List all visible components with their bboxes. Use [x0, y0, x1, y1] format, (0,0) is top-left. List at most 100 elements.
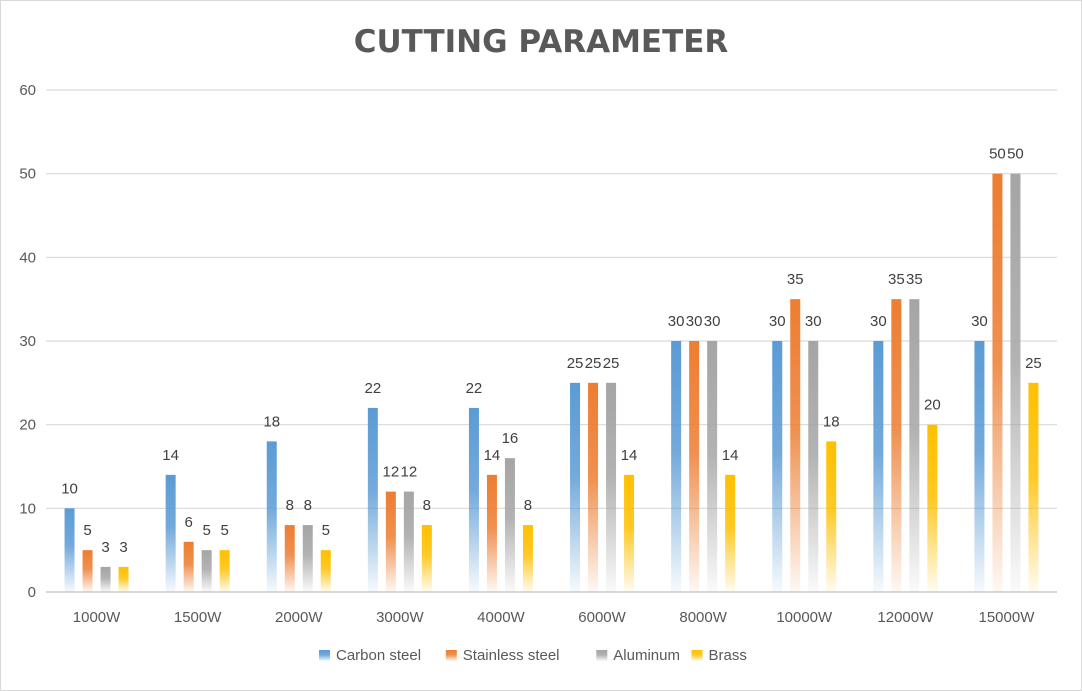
data-label-brass-1500w: 5: [220, 522, 228, 539]
data-label-carbon-steel-2000w: 18: [263, 413, 280, 430]
bar-brass-6000w: [624, 474, 635, 592]
data-label-aluminum-4000w: 16: [502, 430, 519, 447]
x-axis-ticks: 1000W 1500W 2000W 3000W 4000W 6000W 8000W 10000…: [73, 609, 1035, 626]
bar-stainless-steel-3000w: [385, 491, 396, 592]
bar-carbon-steel-1000w: [64, 508, 75, 592]
legend-swatch-carbon-steel: [319, 650, 330, 661]
data-label-stainless-steel-1500w: 6: [184, 514, 192, 531]
data-label-stainless-steel-12000w: 35: [888, 271, 905, 288]
data-label-aluminum-15000w: 50: [1007, 146, 1024, 163]
data-label-stainless-steel-3000w: 12: [383, 464, 400, 481]
bar-carbon-steel-10000w: [772, 341, 783, 592]
bar-aluminum-2000w: [302, 525, 313, 592]
bar-aluminum-6000w: [606, 382, 617, 592]
x-tick-label: 3000W: [376, 609, 424, 626]
legend-label-stainless-steel: Stainless steel: [463, 647, 560, 664]
legend-label-aluminum: Aluminum: [613, 647, 680, 664]
bar-aluminum-8000w: [707, 341, 718, 592]
y-tick-label: 30: [19, 333, 36, 350]
bar-stainless-steel-15000w: [992, 173, 1003, 592]
y-tick-label: 40: [19, 249, 36, 266]
data-label-aluminum-2000w: 8: [304, 497, 312, 514]
bar-stainless-steel-2000w: [284, 525, 295, 592]
x-tick-label: 12000W: [877, 609, 934, 626]
x-tick-label: 1500W: [174, 609, 222, 626]
bar-stainless-steel-8000w: [689, 341, 700, 592]
data-label-carbon-steel-1500w: 14: [162, 447, 179, 464]
data-label-aluminum-6000w: 25: [603, 355, 620, 372]
y-tick-label: 0: [28, 584, 36, 601]
bar-brass-12000w: [927, 424, 938, 592]
bar-carbon-steel-2000w: [266, 441, 277, 592]
data-label-carbon-steel-8000w: 30: [668, 313, 685, 330]
x-tick-label: 6000W: [578, 609, 626, 626]
bar-carbon-steel-15000w: [974, 341, 985, 592]
x-tick-label: 2000W: [275, 609, 323, 626]
data-label-carbon-steel-12000w: 30: [870, 313, 887, 330]
bar-brass-4000w: [522, 525, 533, 592]
data-label-carbon-steel-4000w: 22: [466, 380, 483, 397]
bar-aluminum-1500w: [201, 550, 212, 592]
bar-stainless-steel-10000w: [790, 299, 801, 592]
data-label-brass-3000w: 8: [423, 497, 431, 514]
x-tick-label: 1000W: [73, 609, 121, 626]
bar-aluminum-10000w: [808, 341, 819, 592]
bar-carbon-steel-3000w: [367, 407, 378, 592]
data-label-stainless-steel-4000w: 14: [484, 447, 501, 464]
data-label-aluminum-1500w: 5: [202, 522, 210, 539]
bar-aluminum-1000w: [100, 566, 111, 592]
data-label-aluminum-1000w: 3: [101, 539, 109, 556]
data-label-carbon-steel-15000w: 30: [971, 313, 988, 330]
data-label-aluminum-12000w: 35: [906, 271, 923, 288]
data-label-brass-15000w: 25: [1025, 355, 1042, 372]
bar-brass-8000w: [725, 474, 736, 592]
data-label-brass-4000w: 8: [524, 497, 532, 514]
legend-label-carbon-steel: Carbon steel: [336, 647, 421, 664]
data-label-brass-1000w: 3: [119, 539, 127, 556]
data-label-brass-8000w: 14: [722, 447, 739, 464]
x-tick-label: 10000W: [776, 609, 833, 626]
data-label-stainless-steel-10000w: 35: [787, 271, 804, 288]
data-label-stainless-steel-6000w: 25: [585, 355, 602, 372]
data-label-stainless-steel-15000w: 50: [989, 146, 1006, 163]
data-label-brass-2000w: 5: [322, 522, 330, 539]
data-label-aluminum-3000w: 12: [401, 464, 418, 481]
legend: Carbon steel Stainless steel Aluminum Brass: [319, 647, 747, 664]
y-tick-label: 20: [19, 417, 36, 434]
bar-aluminum-3000w: [403, 491, 414, 592]
bar-carbon-steel-6000w: [570, 382, 581, 592]
data-label-carbon-steel-6000w: 25: [567, 355, 584, 372]
chart-title: CUTTING PARAMETER: [354, 24, 729, 60]
bar-brass-1000w: [118, 566, 129, 592]
x-tick-label: 4000W: [477, 609, 525, 626]
bar-brass-3000w: [421, 525, 432, 592]
data-label-aluminum-8000w: 30: [704, 313, 721, 330]
x-tick-label: 15000W: [979, 609, 1036, 626]
bar-aluminum-12000w: [909, 299, 920, 592]
legend-swatch-brass: [691, 650, 703, 661]
data-label-carbon-steel-10000w: 30: [769, 313, 786, 330]
data-label-carbon-steel-3000w: 22: [365, 380, 382, 397]
bar-brass-2000w: [320, 550, 331, 592]
y-tick-label: 10: [19, 500, 36, 517]
bar-aluminum-15000w: [1010, 173, 1021, 592]
gridlines: [46, 89, 1057, 593]
bar-stainless-steel-1500w: [183, 541, 194, 592]
data-label-aluminum-10000w: 30: [805, 313, 822, 330]
x-tick-label: 8000W: [679, 609, 727, 626]
bar-brass-10000w: [826, 441, 837, 592]
bar-stainless-steel-4000w: [486, 474, 497, 592]
legend-label-brass: Brass: [709, 647, 747, 664]
bar-aluminum-4000w: [504, 458, 515, 592]
bar-brass-15000w: [1028, 382, 1039, 592]
data-label-carbon-steel-1000w: 10: [61, 480, 78, 497]
data-label-stainless-steel-1000w: 5: [83, 522, 91, 539]
data-label-stainless-steel-2000w: 8: [286, 497, 294, 514]
legend-swatch-aluminum: [596, 650, 608, 661]
bar-carbon-steel-4000w: [468, 407, 479, 592]
y-tick-label: 50: [19, 166, 36, 183]
bar-carbon-steel-1500w: [165, 474, 176, 592]
